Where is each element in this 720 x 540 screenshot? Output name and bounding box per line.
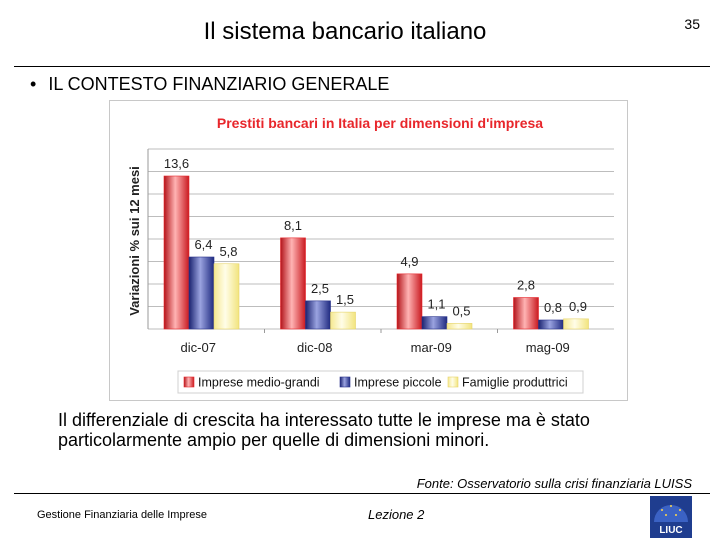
legend-swatch bbox=[447, 376, 459, 388]
bar-mag-09-series-1 bbox=[513, 297, 539, 330]
chart-title: Prestiti bancari in Italia per dimension… bbox=[217, 115, 543, 131]
body-text: Il differenziale di crescita ha interess… bbox=[58, 410, 590, 450]
x-tick-label: mar-09 bbox=[411, 340, 452, 355]
data-label: 0,8 bbox=[544, 300, 562, 315]
liuc-logo: LIUC bbox=[650, 496, 692, 538]
bar-dic-08-series-3 bbox=[330, 311, 356, 330]
data-label: 4,9 bbox=[400, 254, 418, 269]
legend-label: Famiglie produttrici bbox=[462, 376, 568, 390]
footer-course: Gestione Finanziaria delle Imprese bbox=[37, 509, 207, 521]
legend-label: Imprese piccole bbox=[354, 376, 442, 390]
bar-mar-09-series-1 bbox=[396, 273, 423, 330]
bar-dic-07-series-3 bbox=[213, 263, 240, 330]
x-tick-label: dic-08 bbox=[297, 340, 332, 355]
bar-mar-09-series-2 bbox=[421, 316, 448, 330]
data-label: 5,8 bbox=[219, 244, 237, 259]
source-note: Fonte: Osservatorio sulla crisi finanzia… bbox=[416, 476, 692, 491]
legend-label: Imprese medio-grandi bbox=[198, 376, 320, 390]
x-tick-label: dic-07 bbox=[181, 340, 216, 355]
logo-text: LIUC bbox=[659, 525, 682, 536]
bullet-icon: • bbox=[30, 74, 37, 94]
bar-dic-07-series-2 bbox=[188, 256, 215, 330]
y-axis-label: Variazioni % sui 12 mesi bbox=[127, 166, 142, 316]
data-label: 1,5 bbox=[336, 292, 354, 307]
bullet-text: IL CONTESTO FINANZIARIO GENERALE bbox=[48, 74, 390, 94]
bullet-point: • IL CONTESTO FINANZIARIO GENERALE bbox=[30, 74, 389, 95]
bar-dic-07-series-1 bbox=[163, 175, 190, 330]
slide-number: 35 bbox=[684, 16, 700, 32]
chart-container: Prestiti bancari in Italia per dimension… bbox=[109, 100, 628, 401]
data-label: 8,1 bbox=[284, 218, 302, 233]
bottom-divider bbox=[14, 493, 710, 494]
bar-chart: Prestiti bancari in Italia per dimension… bbox=[127, 115, 614, 394]
legend-swatch bbox=[183, 376, 195, 388]
bar-mag-09-series-2 bbox=[538, 319, 564, 330]
bar-dic-08-series-2 bbox=[305, 300, 331, 330]
data-label: 2,5 bbox=[311, 281, 329, 296]
legend-swatch bbox=[339, 376, 351, 388]
data-label: 0,5 bbox=[452, 303, 470, 318]
data-label: 1,1 bbox=[427, 297, 445, 312]
bar-dic-08-series-1 bbox=[280, 237, 306, 330]
legend-box bbox=[177, 370, 584, 394]
data-label: 2,8 bbox=[517, 278, 535, 293]
data-label: 6,4 bbox=[194, 237, 212, 252]
data-label: 13,6 bbox=[164, 156, 189, 171]
page-title: Il sistema bancario italiano bbox=[203, 18, 487, 45]
bar-mar-09-series-3 bbox=[446, 323, 473, 330]
footer-lesson: Lezione 2 bbox=[368, 507, 425, 522]
data-label: 0,9 bbox=[569, 299, 587, 314]
top-divider bbox=[14, 66, 710, 67]
bar-mag-09-series-3 bbox=[563, 318, 589, 330]
x-tick-label: mag-09 bbox=[526, 340, 570, 355]
